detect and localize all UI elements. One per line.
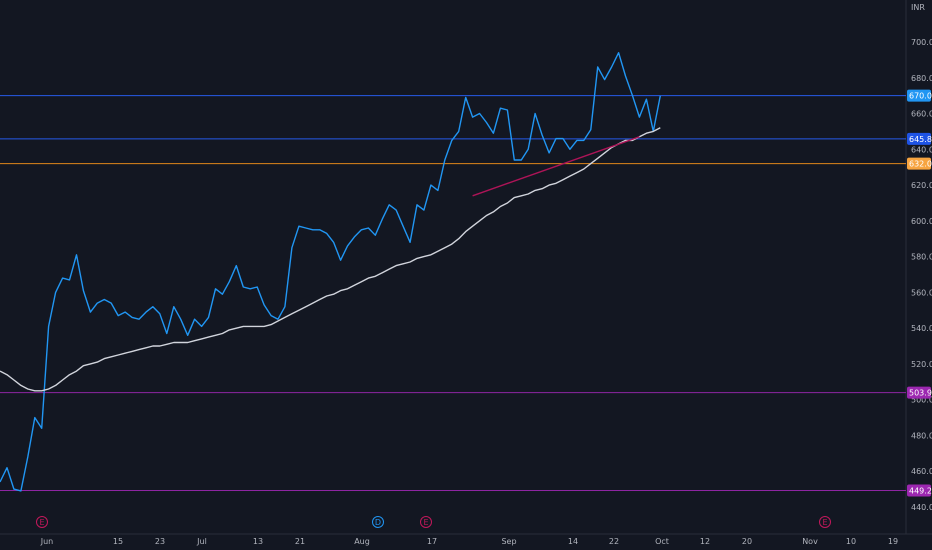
y-tick-label: 700.00 (911, 38, 932, 47)
event-marker-label: E (822, 518, 827, 527)
y-tick-label: 540.00 (911, 324, 932, 333)
y-tick-label: 560.00 (911, 288, 932, 297)
x-tick-label: 22 (609, 537, 619, 546)
y-tick-label: 440.00 (911, 503, 932, 512)
y-tick-label: 620.00 (911, 181, 932, 190)
x-tick-label: Jun (40, 537, 54, 546)
x-tick-label: 17 (427, 537, 437, 546)
x-tick-label: 12 (700, 537, 710, 546)
y-tick-label: 600.00 (911, 217, 932, 226)
x-tick-label: 15 (113, 537, 123, 546)
event-marker-dividend-icon[interactable] (372, 516, 384, 528)
price-level-badge (907, 386, 931, 399)
x-tick-label: 14 (568, 537, 578, 546)
price-level-badge-label: 449.20 (909, 487, 932, 496)
x-tick-label: 19 (888, 537, 898, 546)
currency-label: INR (911, 3, 925, 12)
event-marker-label: D (375, 518, 381, 527)
y-tick-label: 660.00 (911, 110, 932, 119)
x-tick-label: 20 (742, 537, 752, 546)
x-tick-label: 21 (295, 537, 305, 546)
y-tick-label: 500.00 (911, 396, 932, 405)
price-level-badge (907, 132, 931, 145)
x-tick-label: 23 (155, 537, 165, 546)
y-tick-label: 460.00 (911, 467, 932, 476)
x-tick-label: Sep (501, 537, 516, 546)
event-marker-earnings-icon[interactable] (420, 516, 432, 528)
y-tick-label: 480.00 (911, 431, 932, 440)
event-marker-label: E (423, 518, 428, 527)
x-tick-label: Jul (196, 537, 207, 546)
price-level-badge-label: 645.80 (909, 135, 932, 144)
x-tick-label: Oct (655, 537, 669, 546)
moving-average-line (0, 127, 661, 392)
y-tick-label: 680.00 (911, 74, 932, 83)
price-level-badge-label: 670.00 (909, 92, 932, 101)
x-tick-label: Aug (354, 537, 370, 546)
price-level-badge-label: 632.00 (909, 160, 932, 169)
x-tick-label: 10 (846, 537, 856, 546)
y-tick-label: 640.00 (911, 145, 932, 154)
price-level-badge (907, 157, 931, 170)
price-line (0, 52, 661, 492)
event-marker-label: E (39, 518, 44, 527)
event-marker-earnings-icon[interactable] (819, 516, 831, 528)
y-tick-label: 580.00 (911, 253, 932, 262)
x-tick-label: 13 (253, 537, 263, 546)
event-marker-earnings-icon[interactable] (36, 516, 48, 528)
x-tick-label: Nov (802, 537, 818, 546)
price-level-badge-label: 503.95 (909, 389, 932, 398)
y-tick-label: 520.00 (911, 360, 932, 369)
trendline[interactable] (472, 136, 640, 197)
price-level-badge (907, 484, 931, 497)
price-level-badge (907, 89, 931, 102)
